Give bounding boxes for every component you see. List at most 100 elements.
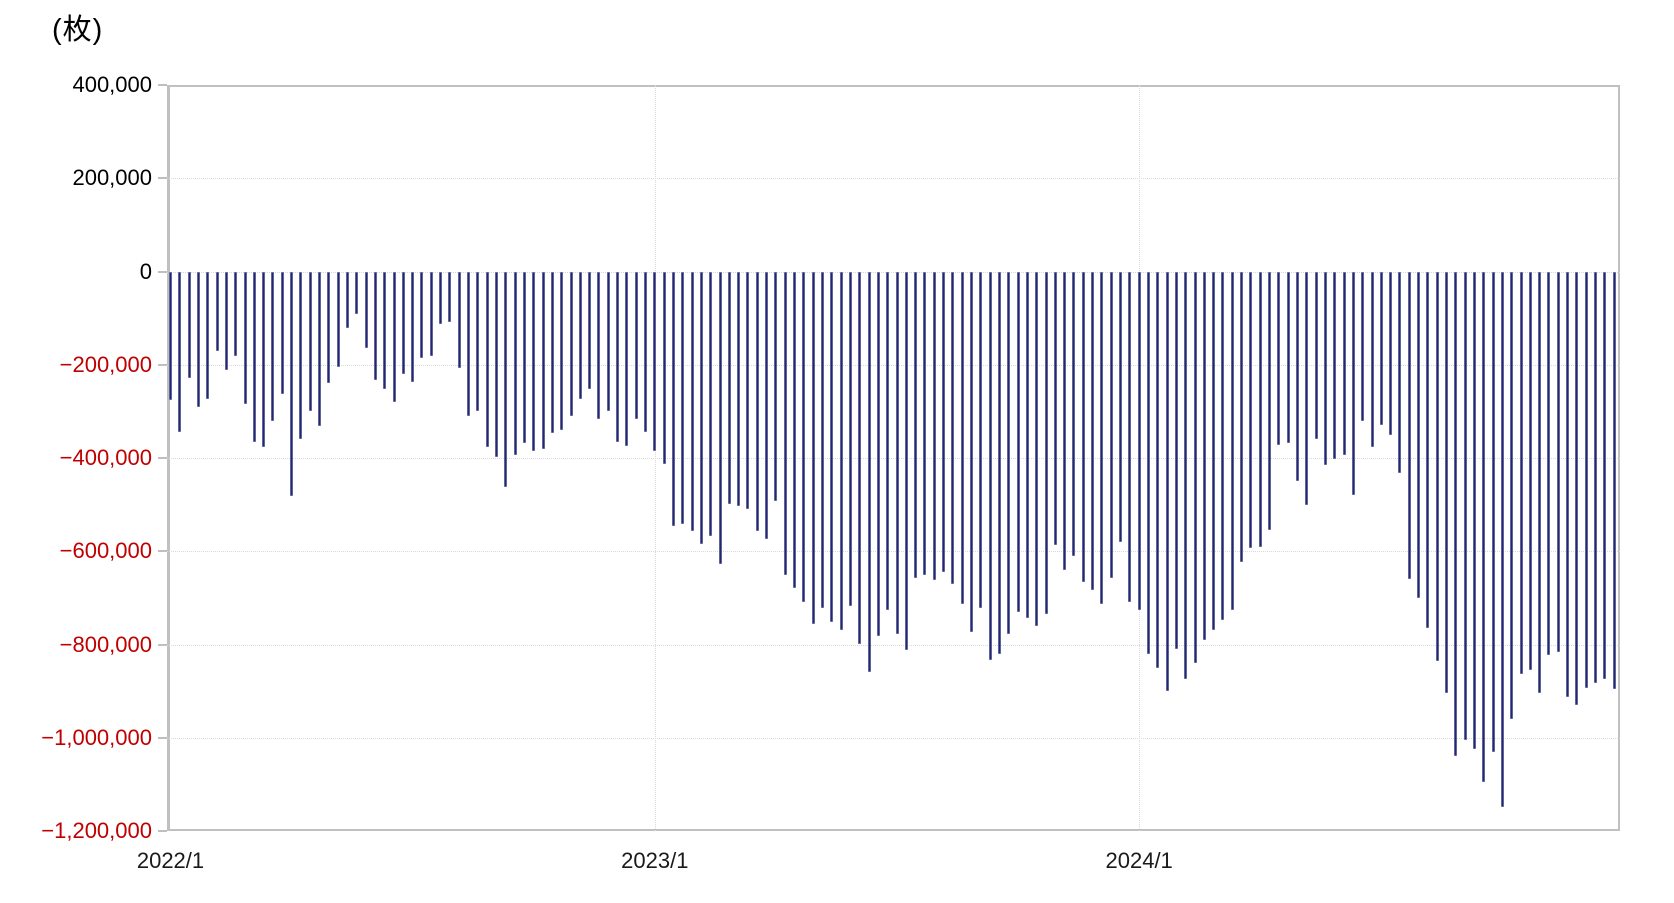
horizontal-gridline <box>167 551 1620 553</box>
bar <box>1184 271 1188 680</box>
bar <box>979 271 983 609</box>
bar <box>1025 271 1029 618</box>
bar <box>1258 271 1262 547</box>
bar <box>1417 271 1421 598</box>
bar <box>1044 271 1048 615</box>
bar <box>616 271 620 443</box>
bar <box>429 271 433 356</box>
bar <box>1351 271 1355 495</box>
bar <box>653 271 657 451</box>
bar <box>1435 271 1439 661</box>
bar <box>1463 271 1467 741</box>
bar <box>858 271 862 645</box>
bar <box>1472 271 1476 750</box>
bar <box>802 271 806 603</box>
bar <box>886 271 890 610</box>
bar <box>1063 271 1067 571</box>
bar <box>1379 271 1383 426</box>
y-axis-tick-label: 0 <box>139 258 152 284</box>
bar <box>1081 271 1085 583</box>
bar <box>1165 271 1169 692</box>
bar <box>820 271 824 609</box>
x-axis-tick-label: 2024/1 <box>1105 848 1173 873</box>
bar <box>1500 271 1504 807</box>
bar <box>252 271 256 443</box>
bar <box>401 271 405 374</box>
y-axis-tick-mark <box>158 550 167 553</box>
bar <box>895 271 899 634</box>
bar <box>699 271 703 545</box>
y-axis-tick-mark <box>158 457 167 459</box>
y-axis-tick-label: 400,000 <box>72 72 152 97</box>
bar <box>522 271 526 444</box>
bar <box>1547 271 1551 655</box>
bar <box>485 271 489 448</box>
bar <box>1053 271 1057 545</box>
bar <box>383 271 387 390</box>
bar <box>299 271 303 439</box>
bar <box>1268 271 1272 531</box>
bar <box>1454 271 1458 757</box>
bar <box>280 271 284 394</box>
bar <box>1230 271 1234 610</box>
bar <box>662 271 666 465</box>
bar <box>709 271 713 537</box>
bar <box>457 271 461 368</box>
bar <box>411 271 415 382</box>
bar <box>169 271 172 400</box>
bar <box>541 271 545 450</box>
horizontal-gridline <box>167 737 1620 739</box>
bar <box>1445 271 1449 694</box>
y-axis-tick-mark <box>158 84 167 86</box>
horizontal-gridline <box>167 644 1620 646</box>
bar <box>336 271 340 368</box>
y-axis-tick-label: −800,000 <box>59 631 152 657</box>
y-axis-tick-label: −1,200,000 <box>41 818 152 843</box>
bar <box>532 271 536 451</box>
horizontal-gridline <box>167 458 1620 459</box>
bar <box>178 271 182 433</box>
bar <box>467 271 471 416</box>
bar <box>1538 271 1542 693</box>
bar <box>1100 271 1104 605</box>
bar <box>932 271 936 581</box>
bar <box>1174 271 1178 650</box>
bar <box>327 271 331 384</box>
bar <box>196 271 200 407</box>
bar <box>1333 271 1337 459</box>
bar <box>1035 271 1039 626</box>
bar <box>1342 271 1346 456</box>
y-axis-tick-mark <box>158 270 167 273</box>
bar <box>718 271 722 565</box>
bar <box>867 271 871 673</box>
bar <box>1519 271 1523 675</box>
bar <box>681 271 685 525</box>
bar <box>914 271 918 579</box>
bar <box>848 271 852 607</box>
bar <box>215 271 219 351</box>
y-axis-tick-mark <box>158 363 167 366</box>
bar <box>243 271 247 404</box>
bar <box>1305 271 1309 505</box>
vertical-year-gridline <box>654 85 656 831</box>
bar <box>588 271 592 390</box>
bar <box>560 271 564 430</box>
bar <box>1314 271 1318 440</box>
bar <box>1016 271 1020 613</box>
bar <box>1584 271 1588 688</box>
bar <box>262 271 266 447</box>
bar <box>960 271 964 605</box>
bar <box>1594 271 1598 683</box>
bar <box>271 271 275 421</box>
bar <box>1528 271 1532 670</box>
bar <box>1603 271 1607 680</box>
bar <box>504 271 508 487</box>
bar <box>187 271 191 378</box>
bar <box>1389 271 1393 436</box>
bar <box>1361 271 1365 422</box>
bar <box>1072 271 1076 557</box>
bar <box>234 271 238 356</box>
bar <box>1007 271 1011 634</box>
y-axis-tick-label: 200,000 <box>72 165 152 191</box>
y-axis-tick-label: −1,000,000 <box>41 724 152 750</box>
